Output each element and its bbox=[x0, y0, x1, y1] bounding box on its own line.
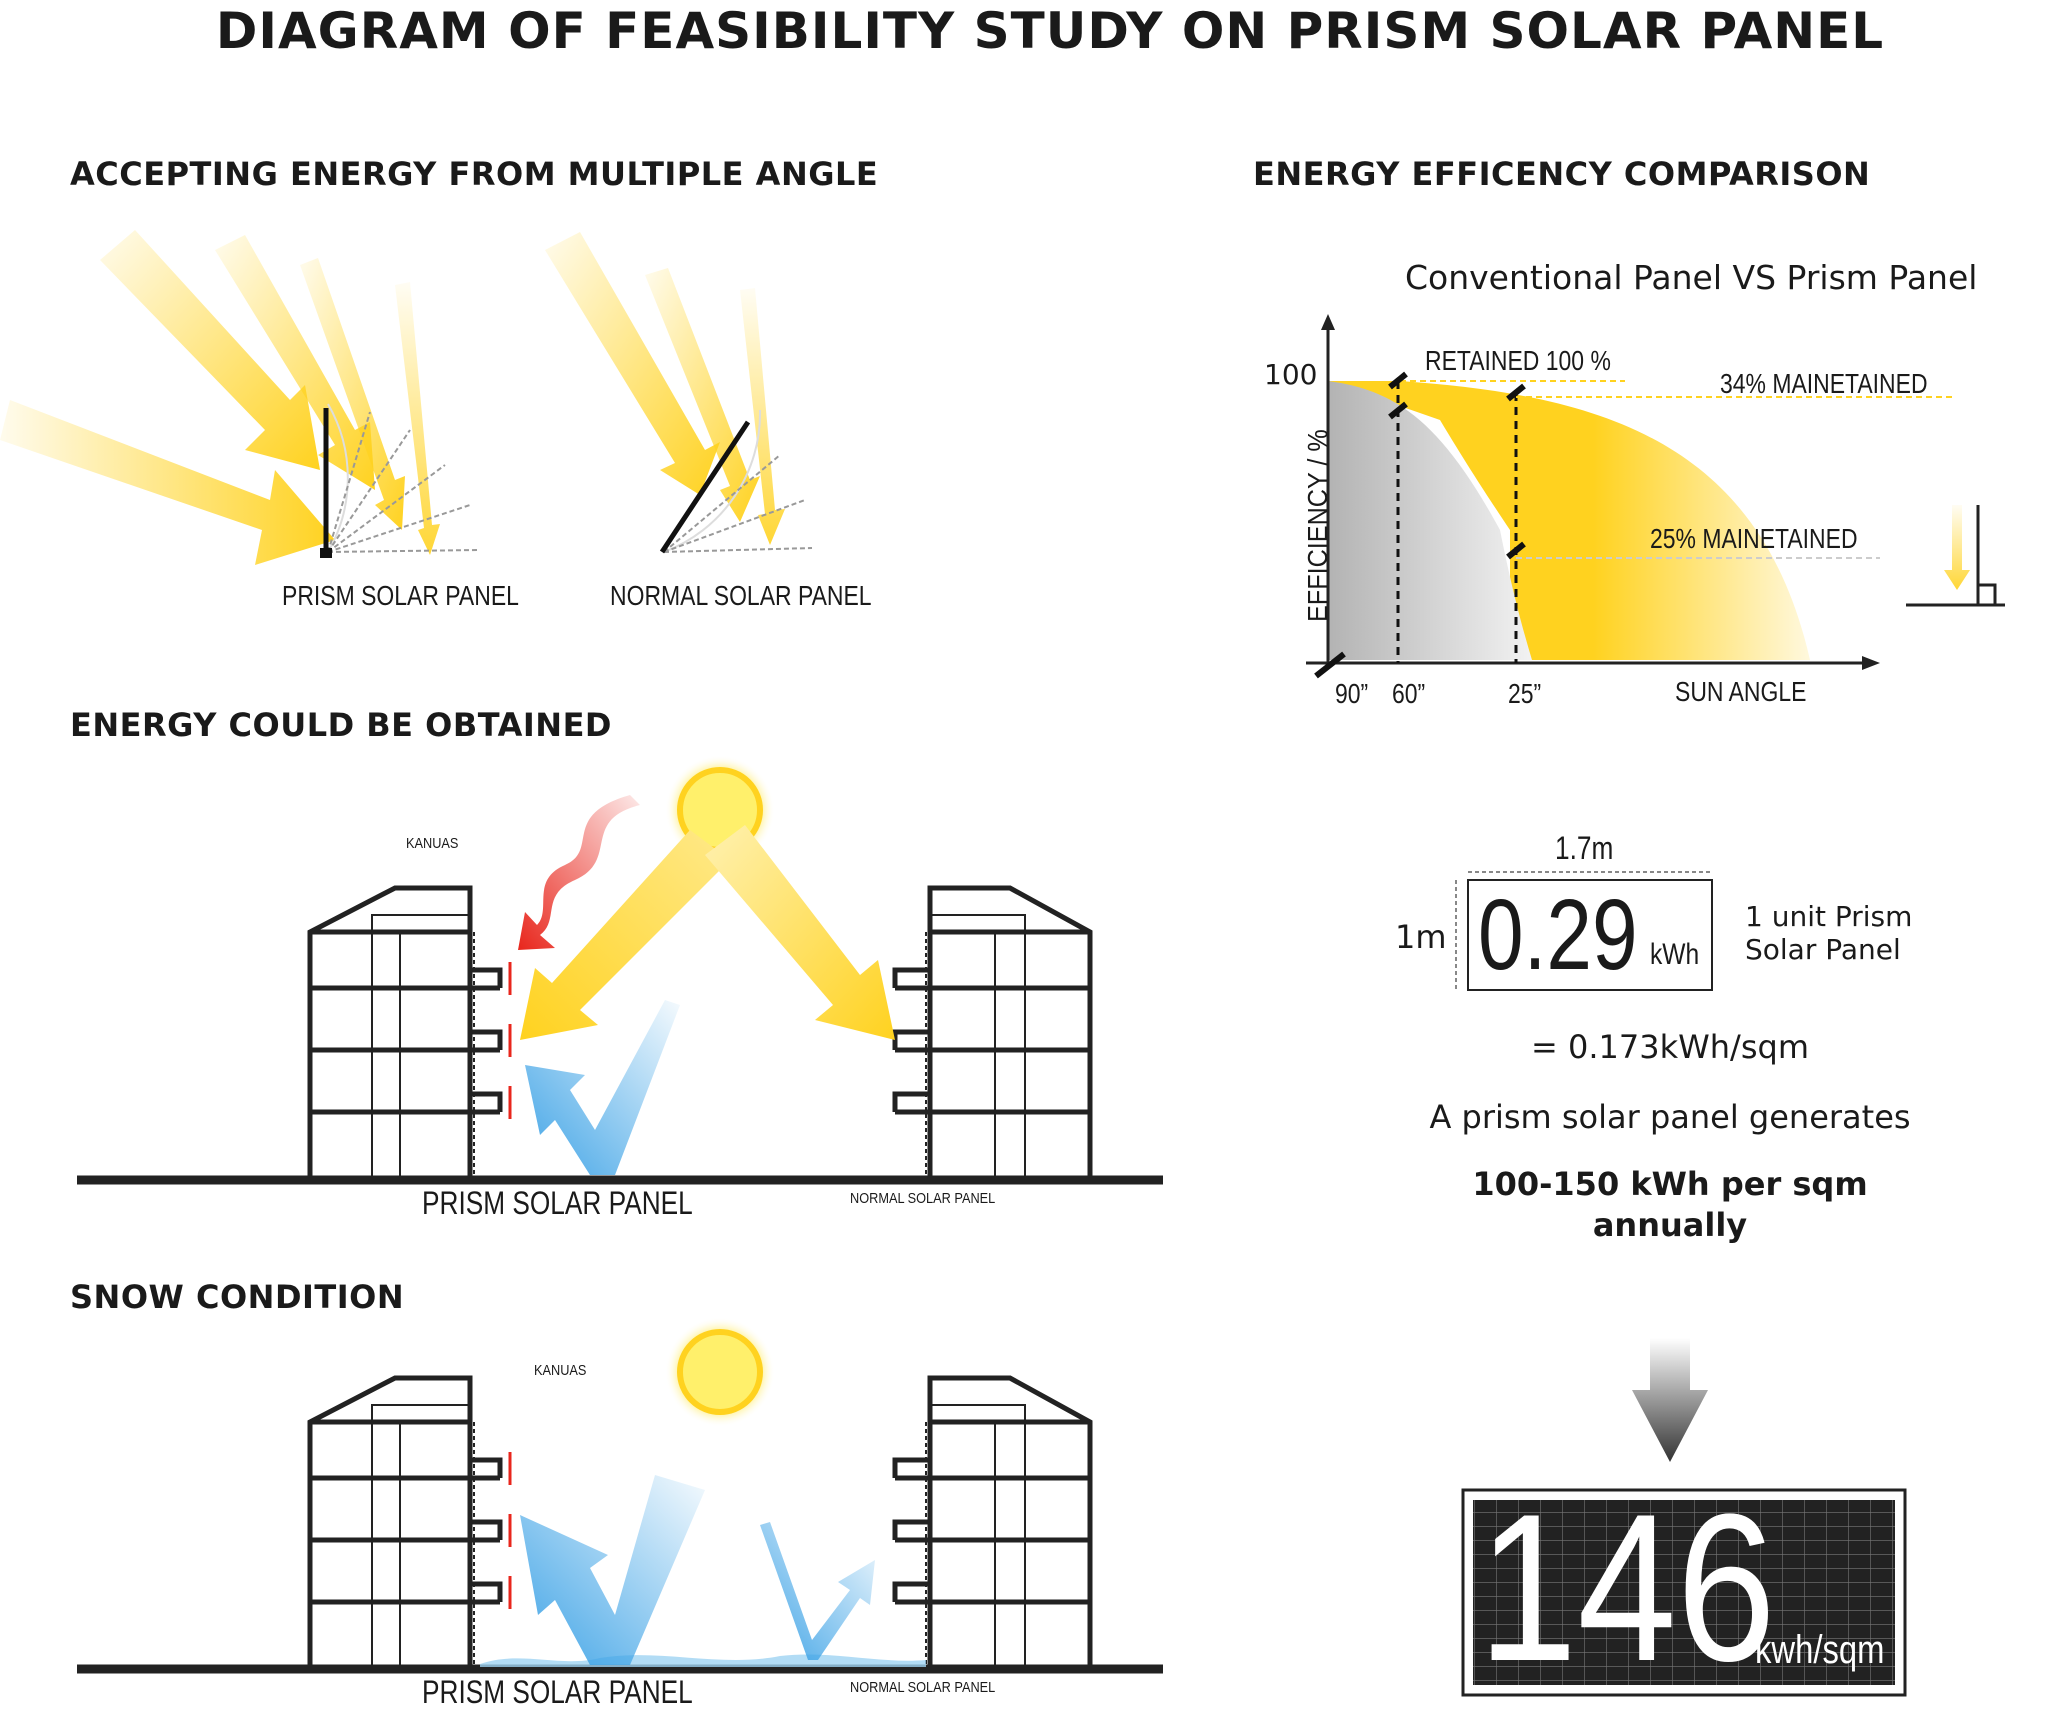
normal-panel-label: NORMAL SOLAR PANEL bbox=[610, 580, 872, 611]
reflection-arrow bbox=[520, 1475, 705, 1665]
chart-title: Conventional Panel VS Prism Panel bbox=[1405, 258, 1978, 297]
heat-wave-icon bbox=[518, 795, 640, 950]
section-title-comparison: ENERGY EFFICENCY COMPARISON bbox=[1253, 155, 1871, 193]
unit-panel bbox=[1455, 871, 1713, 991]
annotation-34: 34% MAINETAINED bbox=[1720, 368, 1928, 399]
result-panel bbox=[1461, 1488, 1907, 1697]
annotation-25: 25% MAINETAINED bbox=[1650, 523, 1858, 554]
normal-panel-label: NORMAL SOLAR PANEL bbox=[850, 1190, 996, 1207]
x-tick-25: 25” bbox=[1508, 678, 1542, 709]
right-building bbox=[892, 1375, 1093, 1669]
normal-panel-label: NORMAL SOLAR PANEL bbox=[850, 1679, 996, 1696]
down-arrow-icon bbox=[1632, 1338, 1708, 1462]
right-building bbox=[892, 885, 1093, 1180]
x-axis-label: SUN ANGLE bbox=[1675, 676, 1807, 707]
angle-arc bbox=[663, 409, 762, 553]
per-sqm: = 0.173kWh/sqm bbox=[1531, 1028, 1809, 1066]
x-tick-60: 60” bbox=[1392, 678, 1426, 709]
unit-caption-line2: Solar Panel bbox=[1745, 933, 1901, 966]
left-building bbox=[307, 1375, 503, 1669]
snow-scene bbox=[77, 1317, 1163, 1674]
sun-ray bbox=[0, 400, 335, 565]
efficiency-chart bbox=[1306, 314, 2005, 679]
annual-line1: 100-150 kWh per sqm bbox=[1472, 1165, 1868, 1203]
annotation-retained: RETAINED 100 % bbox=[1425, 345, 1611, 376]
prism-angle-diagram bbox=[0, 230, 479, 565]
generates-text: A prism solar panel generates bbox=[1429, 1098, 1911, 1136]
sun-beam-left bbox=[520, 830, 730, 1040]
prism-panel-label: PRISM SOLAR PANEL bbox=[282, 580, 519, 611]
reflection-arrow bbox=[525, 1000, 680, 1175]
building-label: KANUAS bbox=[406, 835, 459, 852]
y-tick-100: 100 bbox=[1264, 358, 1318, 391]
unit-height: 1m bbox=[1395, 918, 1447, 956]
sun-ray bbox=[215, 235, 375, 490]
section-title-snow: SNOW CONDITION bbox=[70, 1278, 405, 1316]
page-title: DIAGRAM OF FEASIBILITY STUDY ON PRISM SO… bbox=[215, 2, 1885, 60]
unit-value-unit: kWh bbox=[1650, 938, 1700, 971]
normal-angle-diagram bbox=[545, 232, 813, 554]
sun-ray bbox=[300, 258, 405, 530]
building-label: KANUAS bbox=[534, 1362, 587, 1379]
result-value: 146 bbox=[1478, 1470, 1776, 1705]
prism-panel-label: PRISM SOLAR PANEL bbox=[422, 1185, 693, 1221]
result-unit: kwh/sqm bbox=[1755, 1628, 1885, 1672]
unit-width: 1.7m bbox=[1555, 830, 1614, 866]
x-tick-90: 90” bbox=[1335, 678, 1369, 709]
sun-beam-right bbox=[705, 825, 895, 1040]
prism-area bbox=[1328, 381, 1810, 660]
sun-ray bbox=[740, 288, 785, 545]
sun-ray bbox=[395, 282, 440, 555]
energy-scene bbox=[77, 755, 1163, 1185]
annual-line2: annually bbox=[1592, 1206, 1748, 1244]
angle-arc bbox=[327, 403, 349, 553]
unit-caption-line1: 1 unit Prism bbox=[1745, 900, 1913, 933]
vertical-panel-icon bbox=[1906, 505, 2005, 607]
left-building bbox=[307, 885, 503, 1180]
prism-panel-label: PRISM SOLAR PANEL bbox=[422, 1674, 693, 1710]
snow-layer bbox=[480, 1654, 926, 1667]
section-title-energy: ENERGY COULD BE OBTAINED bbox=[70, 706, 612, 744]
sun-ray bbox=[545, 232, 720, 495]
sun-ray bbox=[100, 230, 320, 470]
reflection-arrow bbox=[760, 1522, 875, 1660]
section-title-angle: ACCEPTING ENERGY FROM MULTIPLE ANGLE bbox=[70, 155, 879, 193]
unit-value: 0.29 bbox=[1478, 879, 1638, 991]
y-axis-label: EFFICIENCY / % bbox=[1302, 429, 1333, 622]
sun-ray bbox=[645, 268, 760, 522]
conventional-area bbox=[1328, 381, 1532, 660]
